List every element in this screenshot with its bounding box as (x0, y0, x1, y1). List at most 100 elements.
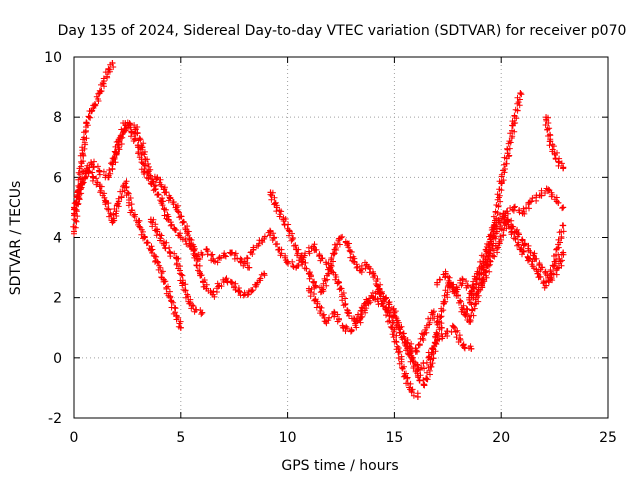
data-point (115, 138, 122, 145)
data-point (160, 186, 167, 193)
data-point (338, 234, 344, 241)
data-series (305, 285, 475, 374)
data-point (408, 354, 415, 361)
data-point (363, 261, 370, 268)
data-point (530, 252, 537, 259)
data-point (331, 246, 338, 253)
y-tick-label: 6 (53, 170, 62, 186)
data-point (555, 159, 562, 166)
data-point (177, 213, 184, 220)
data-point (399, 333, 406, 340)
data-point (348, 327, 355, 334)
data-point (427, 363, 434, 370)
data-point (147, 216, 154, 223)
data-point (434, 279, 441, 286)
data-point (536, 192, 543, 199)
data-point (96, 168, 103, 175)
data-point (105, 174, 112, 181)
data-point (370, 270, 377, 277)
data-point (128, 129, 135, 136)
y-tick-label: 2 (53, 291, 62, 307)
data-point (468, 345, 475, 352)
data-point (122, 180, 129, 187)
data-point (389, 324, 396, 331)
data-point (154, 174, 161, 181)
data-point (312, 282, 319, 289)
data-point (299, 258, 306, 265)
data-point (154, 228, 161, 235)
data-point (466, 294, 473, 301)
x-tick-label: 25 (599, 430, 617, 446)
data-point (350, 258, 357, 265)
data-point (508, 228, 515, 235)
data-point (235, 288, 242, 295)
data-point (154, 258, 161, 265)
data-point (551, 258, 558, 265)
data-point (222, 276, 229, 283)
data-point (357, 315, 364, 322)
data-point (261, 270, 268, 277)
data-point (250, 246, 257, 253)
data-point (511, 204, 518, 211)
data-point (220, 252, 227, 259)
data-point (88, 159, 95, 166)
data-point (414, 393, 421, 400)
data-point (173, 255, 180, 262)
data-point (241, 258, 248, 265)
data-point (335, 279, 342, 286)
data-point (158, 198, 165, 205)
data-point (209, 291, 216, 298)
data-point (160, 276, 167, 283)
data-point (459, 276, 466, 283)
data-point (519, 210, 526, 217)
data-point (167, 249, 174, 256)
data-series (71, 120, 253, 271)
data-point (286, 228, 293, 235)
data-point (504, 150, 511, 157)
data-point (421, 381, 428, 388)
data-point (241, 291, 248, 298)
data-point (340, 324, 347, 331)
data-point (96, 90, 103, 97)
data-point (466, 318, 473, 325)
data-point (132, 126, 139, 133)
data-point (141, 234, 148, 241)
data-point (534, 270, 541, 277)
x-tick-label: 0 (70, 430, 79, 446)
data-point (451, 324, 458, 331)
data-point (177, 234, 184, 241)
x-axis-label: GPS time / hours (281, 458, 398, 474)
data-point (83, 120, 90, 127)
data-point (128, 207, 135, 214)
data-point (391, 309, 398, 316)
data-point (395, 348, 402, 355)
data-point (382, 306, 389, 313)
data-point (280, 216, 287, 223)
data-point (109, 159, 116, 166)
data-point (429, 309, 436, 316)
series-markers (241, 227, 445, 355)
data-point (135, 219, 142, 226)
data-point (293, 264, 300, 271)
data-point (246, 264, 253, 271)
data-point (254, 279, 261, 286)
data-point (167, 294, 174, 301)
data-point (184, 228, 191, 235)
data-point (79, 180, 86, 187)
series-markers (542, 114, 567, 172)
y-tick-label: -2 (48, 411, 62, 427)
data-point (491, 222, 498, 229)
y-axis-label: SDTVAR / TECUs (8, 181, 24, 296)
data-point (318, 255, 325, 262)
data-point (442, 330, 449, 337)
data-point (543, 282, 550, 289)
data-point (199, 309, 206, 316)
data-point (141, 168, 148, 175)
data-point (493, 228, 500, 235)
data-point (273, 204, 280, 211)
data-point (310, 243, 317, 250)
data-point (171, 225, 178, 232)
data-point (173, 312, 180, 319)
data-point (461, 309, 468, 316)
